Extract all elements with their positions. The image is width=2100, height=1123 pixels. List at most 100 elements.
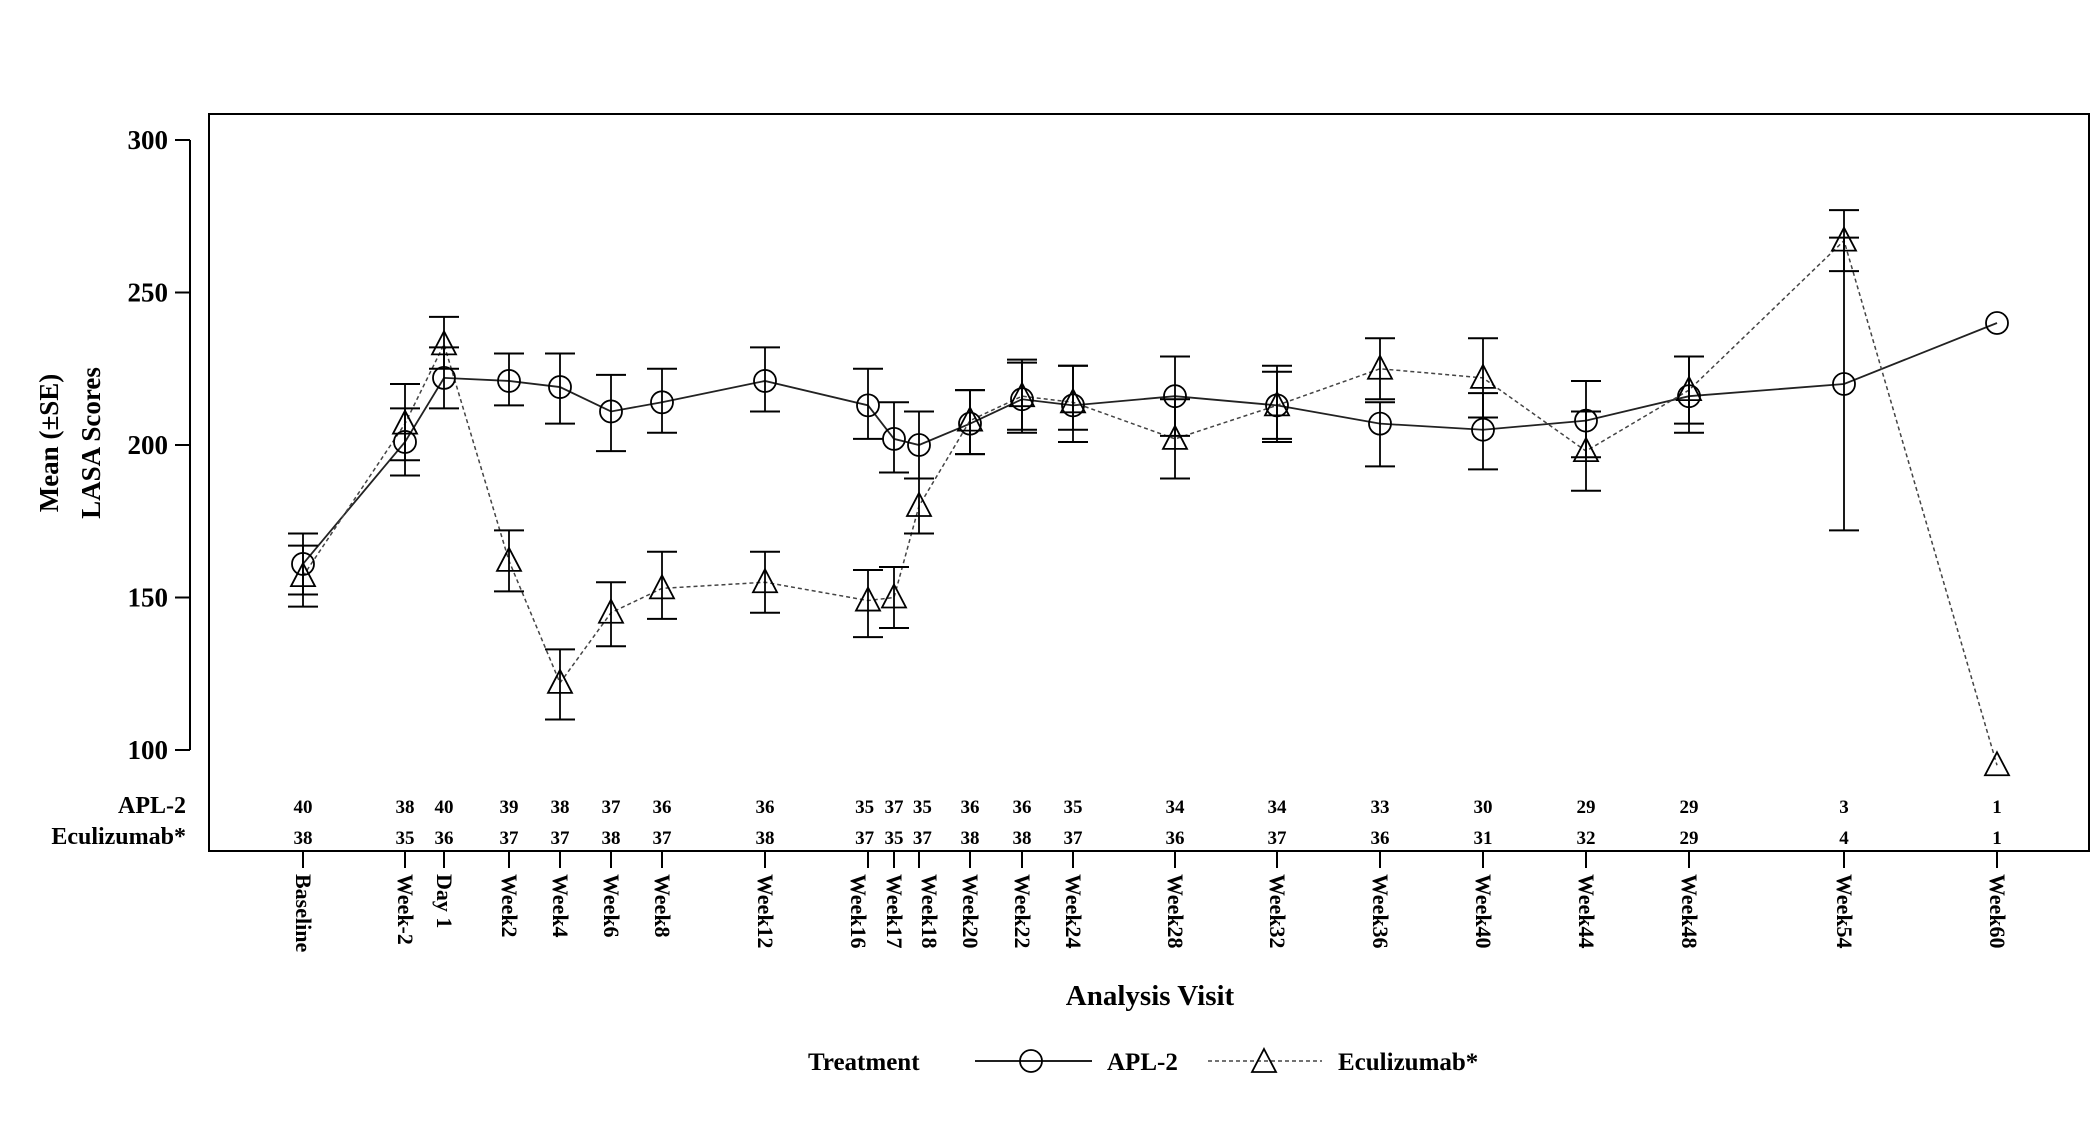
data-point-triangle: [880, 582, 908, 609]
data-point-circle: [393, 430, 417, 454]
data-point-circle: [548, 375, 572, 399]
x-tick-label: Week16: [846, 874, 871, 949]
n-count: 38: [961, 828, 980, 849]
data-point-circle: [291, 552, 315, 576]
n-count: 4: [1839, 828, 1849, 849]
data-point-triangle: [751, 567, 779, 594]
n-count: 35: [885, 828, 904, 849]
x-tick-label: Day 1: [432, 874, 457, 928]
x-tick-label: Baseline: [291, 874, 316, 952]
legend-label-eculizumab: Eculizumab*: [1338, 1049, 1478, 1076]
x-tick-label: Week6: [599, 874, 624, 938]
y-tick-label: 300: [128, 125, 169, 155]
data-point-circle: [1010, 387, 1034, 412]
n-count: 40: [435, 797, 454, 818]
y-tick-label: 150: [128, 583, 169, 613]
n-count: 31: [1474, 828, 1493, 849]
n-count: 35: [1064, 797, 1083, 818]
data-point-triangle: [430, 329, 458, 356]
x-tick-label: Week32: [1265, 874, 1290, 949]
data-point-circle: [1368, 411, 1392, 436]
data-point-circle: [1574, 408, 1598, 433]
data-point-triangle: [1983, 750, 2011, 777]
data-point-triangle: [546, 667, 574, 694]
legend-marker-eculizumab: [1250, 1047, 1278, 1073]
n-count: 1: [1992, 797, 2002, 818]
n-count: 29: [1577, 797, 1596, 818]
y-axis: 100 150 200 250 300: [128, 125, 191, 765]
x-tick-label: Week54: [1832, 874, 1857, 949]
data-point-circle: [856, 393, 880, 418]
x-tick-label: Week22: [1010, 874, 1035, 949]
n-count: 38: [551, 797, 570, 818]
x-tick-label: Week18: [917, 874, 942, 949]
data-point-triangle: [648, 573, 676, 600]
legend: Treatment APL-2 Eculizumab*: [808, 1047, 1478, 1076]
data-point-triangle: [1059, 387, 1087, 414]
n-count: 36: [435, 828, 454, 849]
series-line-eculizumab: [302, 239, 1998, 766]
n-count: 38: [756, 828, 775, 849]
data-point-triangle: [1161, 423, 1189, 450]
n-count: 37: [1064, 828, 1084, 849]
data-point-circle: [882, 426, 906, 451]
legend-marker-apl2: [1019, 1049, 1043, 1073]
data-point-circle: [907, 433, 931, 457]
n-count: 30: [1474, 797, 1493, 818]
x-tick-label: Week17: [882, 874, 907, 949]
n-count: 33: [1371, 797, 1390, 818]
x-tick-label: Week2: [497, 874, 522, 938]
n-count: 37: [551, 828, 571, 849]
n-count: 38: [1013, 828, 1032, 849]
n-count: 34: [1268, 797, 1288, 818]
n-count: 3: [1839, 797, 1849, 818]
n-count: 38: [396, 797, 415, 818]
n-count: 1: [1992, 828, 2002, 849]
x-tick-label: Week40: [1471, 874, 1496, 949]
data-point-triangle: [1469, 362, 1497, 389]
n-count: 35: [913, 797, 932, 818]
plot-frame: [208, 113, 2090, 852]
data-point-circle: [1061, 393, 1085, 418]
n-count: 29: [1680, 828, 1699, 849]
data-point-triangle: [1830, 225, 1858, 252]
n-count: 37: [602, 797, 622, 818]
data-point-circle: [1677, 384, 1701, 409]
y-tick-label: 100: [128, 735, 169, 765]
y-axis-label-line1: Mean (±SE): [34, 374, 64, 513]
y-tick-label: 200: [128, 430, 169, 460]
n-count: 39: [500, 797, 519, 818]
n-row-label-eculizumab: Eculizumab*: [51, 824, 186, 850]
data-point-triangle: [956, 405, 984, 432]
x-tick-label: Week28: [1163, 874, 1188, 949]
x-tick-label: Week8: [650, 874, 675, 938]
n-count: 37: [913, 828, 933, 849]
data-point-triangle: [1263, 390, 1291, 417]
n-count: 37: [500, 828, 520, 849]
data-point-triangle: [495, 545, 523, 572]
data-point-triangle: [1572, 436, 1600, 462]
n-count: 34: [1166, 797, 1186, 818]
x-tick-label: Week12: [753, 874, 778, 949]
data-point-circle: [753, 369, 777, 393]
series-lines: [302, 239, 1998, 766]
data-point-circle: [497, 369, 521, 393]
n-count: 38: [602, 828, 621, 849]
data-point-triangle: [1366, 353, 1394, 380]
n-count: 37: [885, 797, 905, 818]
n-count: 38: [294, 828, 313, 849]
data-point-triangle: [905, 491, 933, 517]
data-point-triangle: [391, 408, 419, 435]
data-point-triangle: [854, 585, 882, 612]
n-count: 36: [1166, 828, 1185, 849]
x-tick-label: Week48: [1677, 874, 1702, 949]
data-point-circle: [1265, 393, 1289, 418]
x-tick-label: Week24: [1061, 874, 1086, 949]
legend-title: Treatment: [808, 1049, 920, 1076]
x-axis-label: Analysis Visit: [1066, 980, 1235, 1012]
x-tick-label: Week20: [958, 874, 983, 949]
data-point-circle: [958, 411, 982, 436]
data-markers: [289, 225, 2011, 777]
n-count: 36: [756, 797, 775, 818]
x-tick-label: Week60: [1985, 874, 2010, 949]
